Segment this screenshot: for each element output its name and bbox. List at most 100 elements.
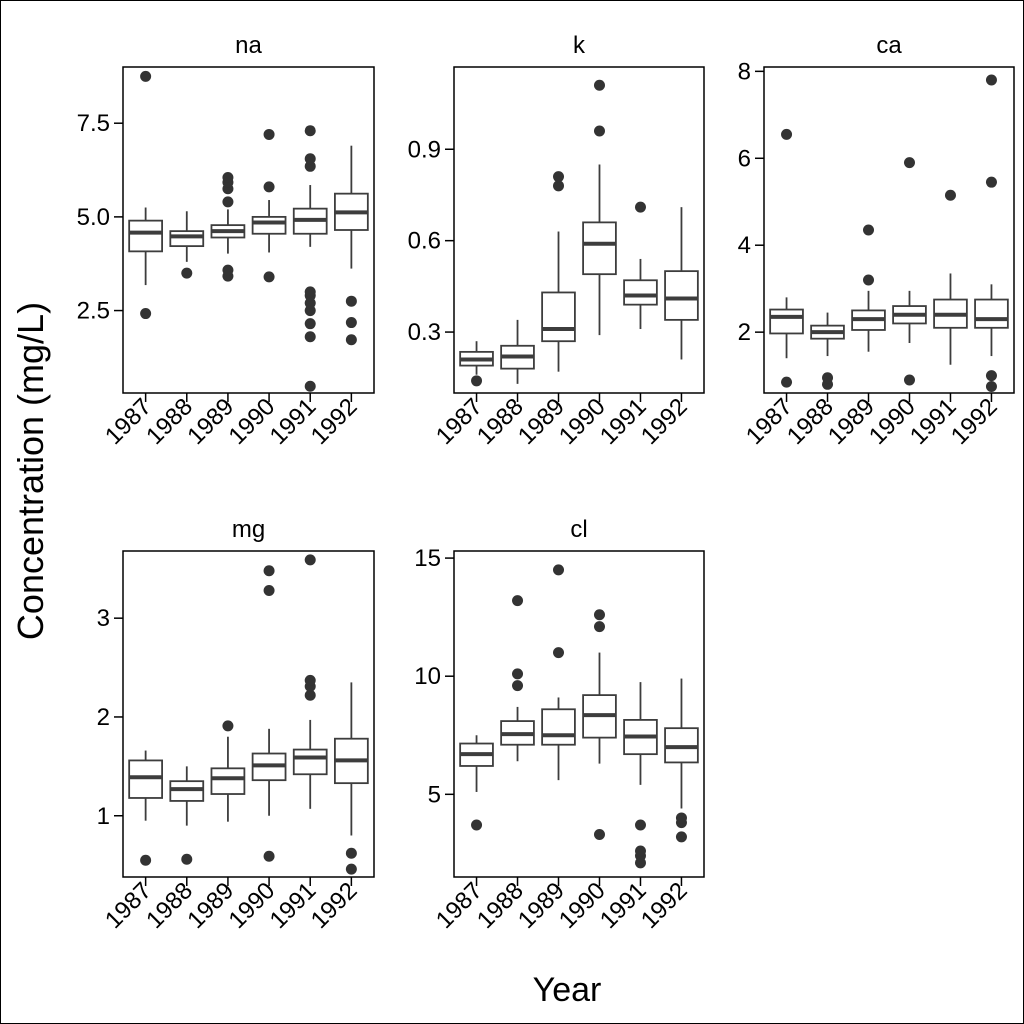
outlier-point <box>985 370 997 382</box>
x-tick-label: 1989 <box>182 877 239 934</box>
box-1989 <box>210 172 246 282</box>
panel-title: k <box>573 32 586 59</box>
iqr-box <box>128 219 163 253</box>
outlier-point <box>593 621 605 633</box>
y-tick-label: 10 <box>414 663 441 690</box>
outlier-point <box>634 845 646 857</box>
outlier-point <box>345 334 357 346</box>
y-tick-label: 2 <box>738 319 751 346</box>
x-tick-label: 1991 <box>595 877 652 934</box>
panel-frame <box>453 66 705 394</box>
box-1991 <box>623 682 658 869</box>
outlier-point <box>675 812 687 824</box>
panel-frame <box>122 66 375 394</box>
box-1987 <box>128 750 163 866</box>
x-tick-label: 1991 <box>265 877 322 934</box>
x-tick-label: 1987 <box>100 877 157 934</box>
outlier-point <box>985 176 997 188</box>
outlier-point <box>222 172 234 184</box>
y-tick-label: 2.5 <box>77 298 110 325</box>
x-tick-label: 1989 <box>513 393 570 450</box>
outlier-point <box>593 609 605 621</box>
outlier-point <box>304 674 316 686</box>
panel-frame <box>763 66 1015 394</box>
outlier-point <box>345 295 357 307</box>
outlier-point <box>222 720 234 732</box>
box-1989 <box>541 564 576 781</box>
iqr-box <box>769 308 804 335</box>
box-1987 <box>459 341 494 387</box>
outlier-point <box>304 331 316 343</box>
panel-title: cl <box>570 516 587 543</box>
x-tick-label: 1992 <box>636 393 693 450</box>
box-1992 <box>334 145 369 346</box>
x-tick-label: 1988 <box>782 393 839 450</box>
x-tick-label: 1991 <box>265 393 322 450</box>
outlier-point <box>181 853 193 865</box>
x-tick-label: 1988 <box>141 393 198 450</box>
y-tick-label: 6 <box>738 145 751 172</box>
y-tick-label: 15 <box>414 545 441 572</box>
outlier-point <box>985 380 997 392</box>
outlier-point <box>593 79 605 91</box>
box-1991 <box>933 189 968 365</box>
x-tick-label: 1991 <box>595 393 652 450</box>
box-1988 <box>500 595 535 762</box>
box-1988 <box>500 319 535 384</box>
x-tick-label: 1992 <box>636 877 693 934</box>
outlier-point <box>345 317 357 329</box>
box-1989 <box>541 171 576 372</box>
panel-frame <box>453 550 705 878</box>
box-1991 <box>292 125 328 392</box>
outlier-point <box>512 595 524 607</box>
outlier-point <box>553 564 565 576</box>
panel-frame <box>122 550 375 878</box>
outlier-point <box>140 308 152 320</box>
iqr-box <box>623 279 658 306</box>
box-1987 <box>769 128 804 388</box>
iqr-box <box>974 298 1009 329</box>
outlier-point <box>263 565 275 577</box>
outlier-point <box>903 374 915 386</box>
x-tick-label: 1990 <box>554 393 611 450</box>
iqr-box <box>582 221 617 276</box>
outlier-point <box>304 318 316 330</box>
y-tick-label: 4 <box>738 232 751 259</box>
outlier-point <box>304 689 316 701</box>
outlier-point <box>263 850 275 862</box>
outlier-point <box>304 554 316 566</box>
outlier-point <box>140 854 152 866</box>
outlier-point <box>345 863 357 875</box>
outlier-point <box>593 125 605 137</box>
iqr-box <box>210 767 246 795</box>
iqr-box <box>541 708 576 746</box>
x-tick-label: 1992 <box>946 393 1003 450</box>
outlier-point <box>304 380 316 392</box>
x-tick-label: 1988 <box>472 877 529 934</box>
outlier-point <box>985 74 997 86</box>
box-1990 <box>582 79 617 336</box>
outlier-point <box>304 125 316 137</box>
y-tick-label: 0.3 <box>408 319 441 346</box>
box-1990 <box>251 128 287 283</box>
box-1991 <box>292 554 328 809</box>
x-tick-label: 1990 <box>223 393 280 450</box>
panel-title: mg <box>232 516 265 543</box>
y-tick-label: 8 <box>738 58 751 85</box>
x-tick-label: 1987 <box>431 877 488 934</box>
box-1991 <box>623 201 658 330</box>
x-tick-label: 1987 <box>100 393 157 450</box>
box-1990 <box>251 565 287 862</box>
outlier-point <box>781 128 793 140</box>
y-tick-label: 2 <box>97 704 110 731</box>
y-tick-label: 5 <box>428 781 441 808</box>
x-tick-label: 1992 <box>306 393 363 450</box>
panel-title: ca <box>876 32 902 59</box>
outlier-point <box>553 171 565 183</box>
x-tick-label: 1988 <box>141 877 198 934</box>
outlier-point <box>181 267 193 279</box>
